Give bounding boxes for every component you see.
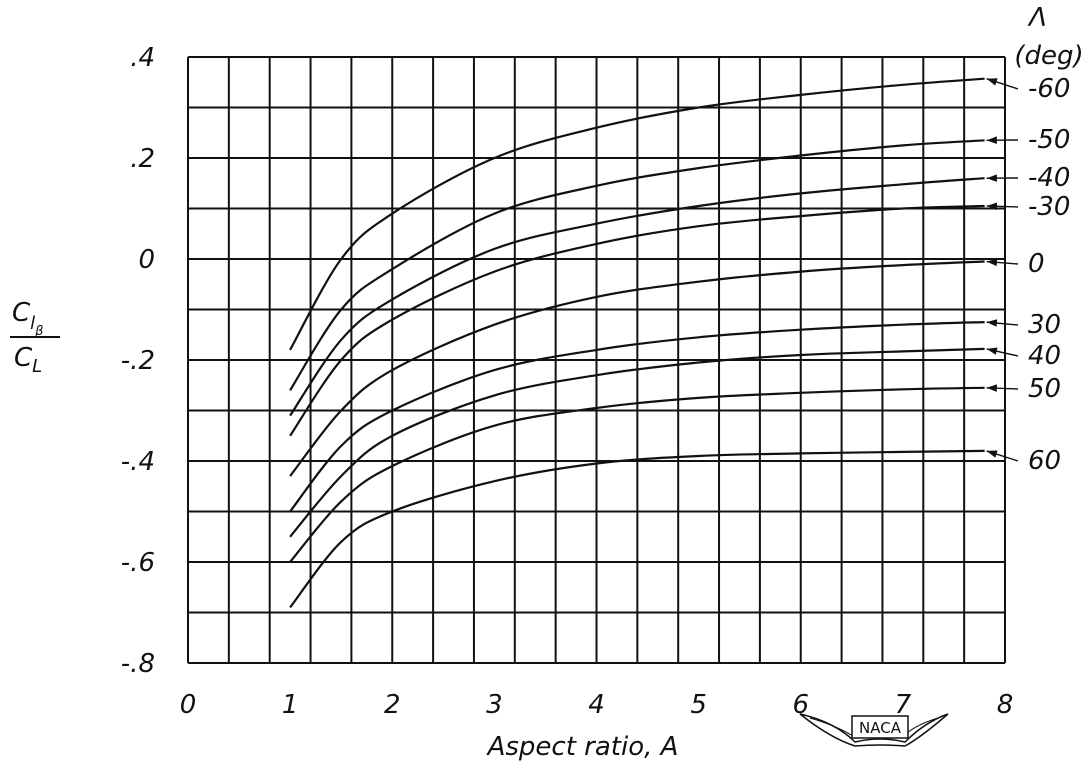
series-leader-arrowhead: [986, 136, 997, 144]
legend-title-symbol: Λ: [1027, 3, 1047, 33]
naca-logo-text: NACA: [859, 719, 902, 737]
series-leader-arrowhead: [986, 450, 998, 458]
series-curve: [289, 260, 985, 477]
series-label: -60: [1028, 74, 1070, 104]
series-leader-arrowhead: [986, 202, 997, 211]
x-tick-label: 4: [588, 690, 605, 720]
series-curve: [289, 449, 985, 609]
x-tick-label: 6: [792, 690, 809, 720]
series-label: -30: [1028, 192, 1070, 222]
x-tick-label: 5: [690, 690, 707, 720]
series-curve: [289, 204, 985, 437]
x-tick-label: 3: [486, 690, 503, 720]
x-tick-label: 2: [384, 690, 401, 720]
x-tick-label: 8: [997, 690, 1014, 720]
y-tick-label: .2: [130, 144, 155, 174]
series-leader-arrowhead: [986, 319, 998, 327]
y-tick-label: -.2: [121, 346, 155, 376]
series-leader-arrowhead: [986, 384, 997, 392]
legend-title-unit: (deg): [1014, 41, 1083, 71]
series-curve: [289, 386, 985, 563]
y-label-den-main: C: [14, 343, 33, 373]
series-curves: [289, 77, 985, 609]
y-tick-label: .4: [130, 43, 155, 73]
y-label-num-main: C: [12, 298, 31, 328]
series-label: -40: [1028, 163, 1070, 193]
series-label: 30: [1028, 310, 1061, 340]
naca-logo: NACA: [799, 713, 949, 747]
x-tick-labels: 0 1 2 3 4 5 6 7 8: [180, 690, 1014, 720]
svg-text:CL: CL: [14, 343, 42, 377]
x-tick-label: 1: [282, 690, 299, 720]
series-label: 0: [1028, 249, 1045, 279]
series-leader-arrowhead: [986, 347, 998, 355]
x-axis-label: Aspect ratio, A: [486, 732, 679, 762]
y-tick-labels: .4 .2 0 -.2 -.4 -.6 -.8: [121, 43, 155, 679]
series-label: 50: [1028, 374, 1061, 404]
series-label: 40: [1028, 341, 1061, 371]
series-leader-arrowhead: [986, 258, 998, 267]
y-axis-label: Clβ CL: [10, 298, 60, 377]
series-curve: [289, 139, 985, 391]
series-leader-lines: [986, 78, 1019, 462]
y-tick-label: -.4: [121, 447, 155, 477]
y-label-num-subsub: β: [34, 324, 43, 339]
series-curve: [289, 177, 985, 417]
svg-text:Clβ: Clβ: [12, 298, 43, 339]
y-label-num-sub: l: [30, 313, 35, 334]
y-tick-label: -.8: [121, 649, 155, 679]
series-leader-arrowhead: [986, 78, 998, 86]
y-tick-label: -.6: [121, 548, 155, 578]
series-label: 60: [1028, 446, 1061, 476]
y-tick-label: 0: [138, 245, 155, 275]
series-curve: [289, 77, 985, 351]
series-curve: [289, 347, 985, 538]
series-curve: [289, 321, 985, 513]
x-tick-label: 7: [895, 690, 912, 720]
series-leader-arrowhead: [986, 174, 997, 182]
series-label: -50: [1028, 125, 1070, 155]
y-label-den-sub: L: [32, 356, 42, 377]
x-tick-label: 0: [180, 690, 197, 720]
